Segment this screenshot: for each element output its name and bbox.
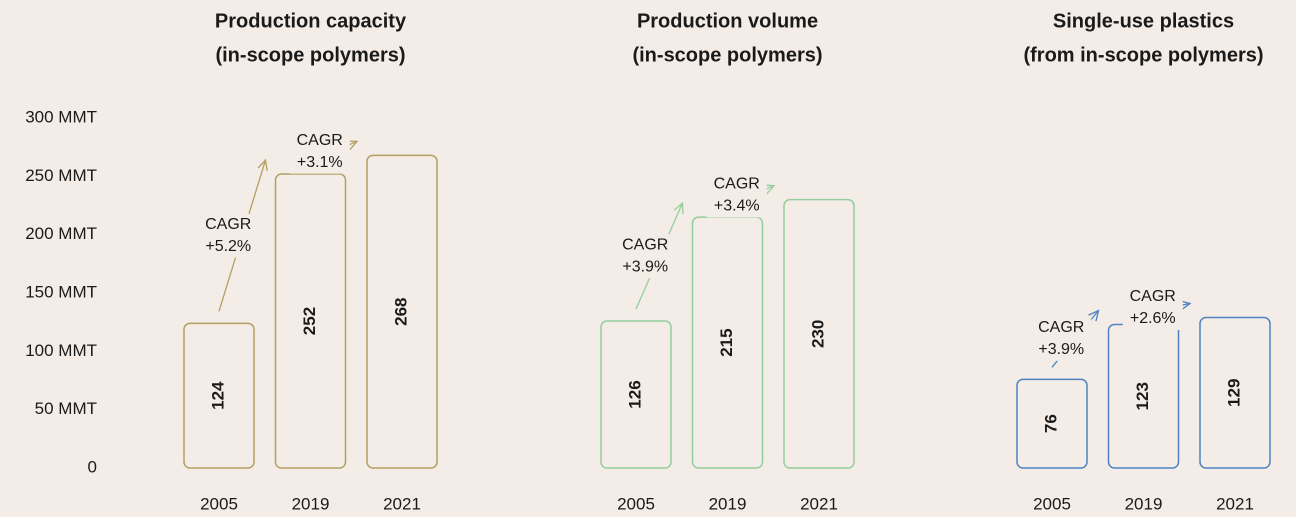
x-tick-label: 2019 <box>292 494 330 513</box>
cagr-arrowhead <box>1179 300 1192 311</box>
cagr-label: +3.9% <box>1038 341 1084 358</box>
cagr-arrowhead <box>673 201 684 215</box>
cagr-label-bg <box>289 129 350 174</box>
x-tick-label: 2019 <box>1125 494 1163 513</box>
y-tick-label: 250 MMT <box>25 166 97 185</box>
x-tick-label: 2021 <box>1216 494 1254 513</box>
bar-value-label: 126 <box>625 380 644 408</box>
bar <box>600 320 672 469</box>
cagr-arrowhead <box>1088 309 1100 322</box>
cagr-label: +2.6% <box>1130 310 1176 327</box>
cagr-label-bg <box>198 213 259 258</box>
x-tick-label: 2021 <box>800 494 838 513</box>
bar <box>1016 378 1088 469</box>
cagr-label: CAGR <box>622 236 668 253</box>
bar-value-label: 124 <box>208 381 227 410</box>
y-tick-label: 300 MMT <box>25 107 97 126</box>
bar-value-label: 123 <box>1133 382 1152 410</box>
cagr-label-bg <box>1122 286 1183 330</box>
x-tick-label: 2005 <box>617 494 655 513</box>
y-tick-label: 0 <box>88 457 97 476</box>
y-tick-label: 150 MMT <box>25 282 97 301</box>
cagr-label-bg <box>706 173 767 218</box>
x-tick-label: 2005 <box>1033 494 1071 513</box>
cagr-label: CAGR <box>1130 288 1176 305</box>
bar <box>1199 316 1271 469</box>
bar <box>274 173 347 469</box>
bar-value-label: 76 <box>1041 414 1060 433</box>
panel-title: Production capacity <box>215 10 407 32</box>
y-tick-label: 100 MMT <box>25 341 97 360</box>
bar-value-label: 129 <box>1224 379 1243 407</box>
panel-title: Production volume <box>637 10 818 32</box>
panel-subtitle: (from in-scope polymers) <box>1023 44 1263 66</box>
x-tick-label: 2019 <box>709 494 747 513</box>
bar <box>366 154 438 469</box>
cagr-label: +3.4% <box>714 198 760 215</box>
y-tick-label: 50 MMT <box>35 399 97 418</box>
cagr-label-bg <box>615 234 676 279</box>
bar <box>183 322 255 469</box>
cagr-arrowhead <box>257 158 268 171</box>
panel-subtitle: (in-scope polymers) <box>215 44 405 66</box>
cagr-label: +5.2% <box>205 238 251 255</box>
x-tick-label: 2021 <box>383 494 421 513</box>
y-tick-label: 200 MMT <box>25 224 97 243</box>
bar-value-label: 215 <box>717 328 736 356</box>
cagr-label: +3.9% <box>622 258 668 275</box>
bar <box>783 198 855 469</box>
cagr-label: CAGR <box>714 176 760 193</box>
panel-title: Single-use plastics <box>1053 10 1234 32</box>
cagr-label: CAGR <box>297 132 343 149</box>
bar-value-label: 230 <box>808 320 827 348</box>
bar-value-label: 252 <box>300 307 319 335</box>
panel-subtitle: (in-scope polymers) <box>632 44 822 66</box>
cagr-label: CAGR <box>205 216 251 233</box>
cagr-label: CAGR <box>1038 319 1084 336</box>
x-tick-label: 2005 <box>200 494 238 513</box>
bar-value-label: 268 <box>391 297 410 325</box>
cagr-label-bg <box>1031 316 1092 361</box>
cagr-label: +3.1% <box>297 154 343 171</box>
